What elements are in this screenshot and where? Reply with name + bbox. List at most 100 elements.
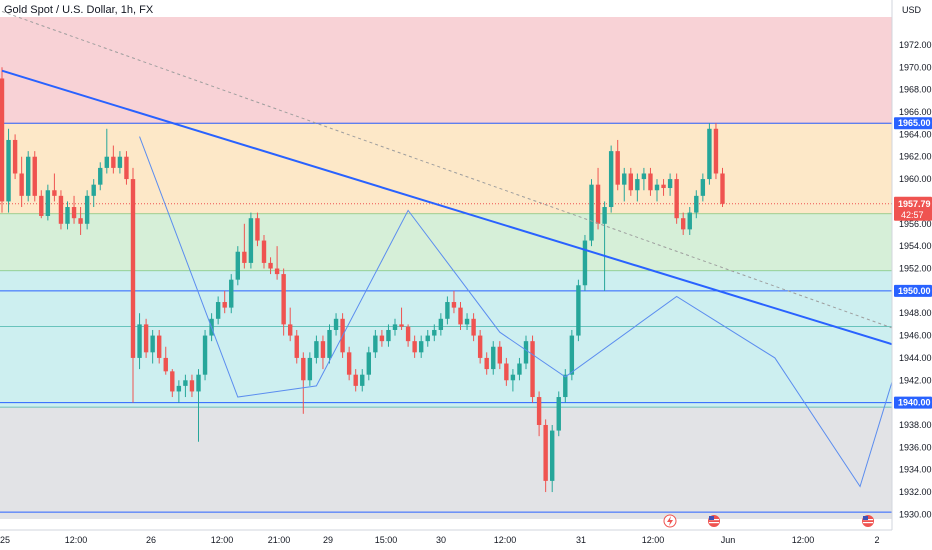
candle-body bbox=[713, 128, 719, 174]
candle-body bbox=[307, 357, 313, 381]
x-tick-label: 12:00 bbox=[211, 535, 234, 545]
candle-body bbox=[143, 324, 149, 353]
y-tick-label: 1960.00 bbox=[899, 174, 932, 184]
flag-icon-canton bbox=[709, 516, 714, 520]
flag-icon-stripe bbox=[709, 522, 719, 524]
x-tick-label: 12:00 bbox=[792, 535, 815, 545]
candle-body bbox=[19, 173, 24, 196]
candle-body bbox=[360, 374, 365, 386]
current-price-marker bbox=[894, 196, 932, 221]
candle-body bbox=[491, 346, 496, 370]
zone-band bbox=[0, 17, 892, 124]
candle-body bbox=[104, 156, 109, 168]
candle-body bbox=[248, 218, 254, 263]
candle-body bbox=[405, 326, 411, 342]
candle-body bbox=[510, 374, 516, 381]
candle-body bbox=[563, 374, 568, 398]
y-tick-label: 1936.00 bbox=[899, 442, 932, 452]
candle-body bbox=[366, 352, 371, 375]
y-tick-label: 1964.00 bbox=[899, 129, 932, 139]
candle-body bbox=[412, 341, 417, 353]
candle-body bbox=[615, 151, 620, 185]
y-tick-label: 1952.00 bbox=[899, 264, 932, 274]
candle-body bbox=[189, 380, 195, 392]
zone-band bbox=[0, 123, 892, 214]
candle-body bbox=[91, 184, 96, 196]
candle-body bbox=[288, 324, 293, 336]
level-lines bbox=[0, 122, 892, 513]
candle-body bbox=[681, 218, 686, 230]
candle-body bbox=[0, 78, 5, 202]
x-tick-label: 29 bbox=[323, 535, 333, 545]
candle-body bbox=[196, 374, 201, 392]
y-tick-label: 1930.00 bbox=[899, 509, 932, 519]
candle-body bbox=[674, 179, 679, 219]
candle-body bbox=[517, 363, 522, 375]
candle-body bbox=[504, 363, 509, 381]
us-flag-icon bbox=[862, 515, 874, 527]
y-tick-label: 1934.00 bbox=[899, 465, 932, 475]
candle-body bbox=[117, 156, 123, 168]
candle-body bbox=[379, 335, 385, 342]
candle-body bbox=[229, 279, 234, 308]
candle-body bbox=[261, 240, 267, 263]
candle-body bbox=[327, 329, 332, 358]
candle-body bbox=[6, 139, 11, 202]
candle-body bbox=[333, 318, 339, 330]
candle-body bbox=[65, 207, 70, 224]
zone-layer bbox=[0, 17, 892, 519]
x-tick-label: 25 bbox=[0, 535, 10, 545]
candle-body bbox=[124, 156, 129, 180]
candle-body bbox=[700, 179, 706, 196]
x-tick-label: 15:00 bbox=[375, 535, 398, 545]
candle-body bbox=[176, 385, 182, 392]
candle-body bbox=[471, 318, 476, 336]
x-tick-label: 21:00 bbox=[268, 535, 291, 545]
candle-layer bbox=[0, 67, 725, 493]
candle-body bbox=[84, 195, 90, 224]
time-axis[interactable]: 25 12:00 26 12:00 21:00 29 15:00 30 12:00 31 12:00… bbox=[0, 529, 892, 550]
chart-title: Gold Spot / U.S. Dollar, 1h, FX bbox=[4, 4, 154, 16]
candle-body bbox=[654, 184, 660, 191]
candle-body bbox=[720, 173, 725, 204]
candle-body bbox=[543, 424, 548, 481]
x-tick-label: 12:00 bbox=[494, 535, 517, 545]
candle-body bbox=[111, 156, 116, 168]
candle-body bbox=[608, 151, 614, 208]
candle-body bbox=[622, 173, 627, 185]
candle-body bbox=[667, 179, 673, 189]
candle-body bbox=[386, 329, 391, 342]
candle-body bbox=[137, 324, 142, 358]
x-tick-label: Jun bbox=[721, 535, 736, 545]
candle-body bbox=[215, 302, 221, 319]
candle-body bbox=[451, 302, 457, 308]
candle-body bbox=[78, 218, 83, 224]
level-price-marker bbox=[894, 396, 932, 409]
candle-body bbox=[419, 341, 424, 353]
zone-band bbox=[0, 407, 892, 519]
zone-band bbox=[0, 270, 892, 408]
candle-body bbox=[556, 397, 561, 431]
candle-body bbox=[523, 341, 529, 364]
current-price-label: 1957.79 bbox=[898, 199, 931, 209]
candle-body bbox=[45, 190, 51, 216]
candle-body bbox=[26, 156, 31, 196]
candle-body bbox=[530, 341, 535, 398]
flash-icon-bolt bbox=[667, 516, 673, 526]
y-tick-label: 1968.00 bbox=[899, 85, 932, 95]
candle-body bbox=[157, 335, 162, 358]
y-tick-label: 1956.00 bbox=[899, 219, 932, 229]
candle-body bbox=[268, 262, 273, 269]
level-price-label: 1940.00 bbox=[898, 398, 931, 408]
candle-body bbox=[255, 218, 260, 241]
candle-body bbox=[202, 335, 208, 375]
candle-body bbox=[274, 268, 280, 275]
candle-body bbox=[635, 179, 640, 191]
candle-body bbox=[425, 335, 430, 342]
candle-body bbox=[39, 195, 44, 216]
event-icons bbox=[663, 514, 874, 528]
candle-body bbox=[550, 430, 555, 481]
price-axis[interactable]: USD 1930.00 1932.00 1934.00 1936.00 1938.00 19… bbox=[891, 0, 932, 550]
candle-body bbox=[373, 335, 378, 353]
